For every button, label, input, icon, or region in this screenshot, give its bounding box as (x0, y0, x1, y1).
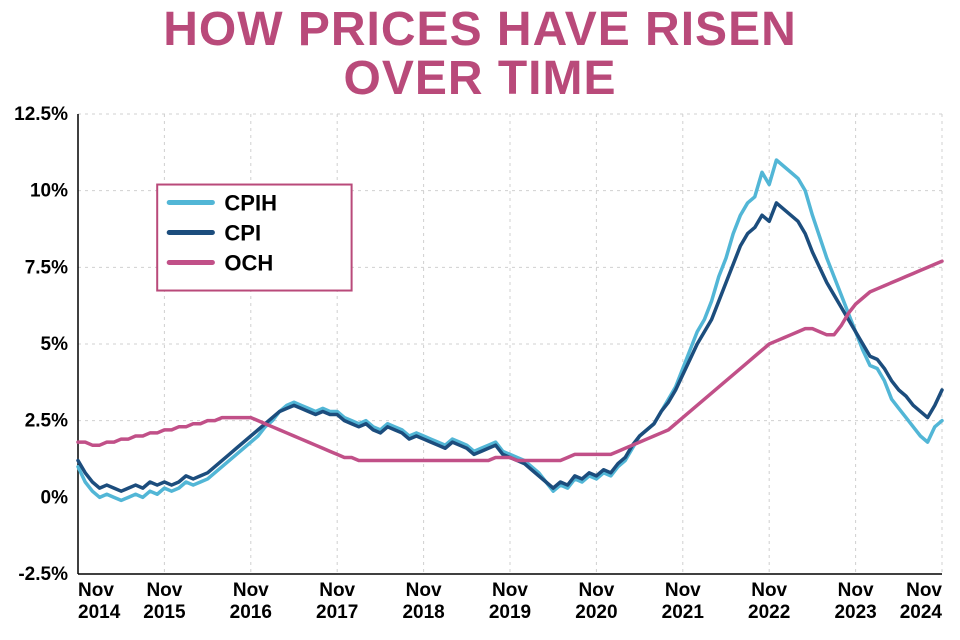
chart-area: -2.5%0%2.5%5%7.5%10%12.5%Nov2014Nov2015N… (0, 104, 960, 634)
svg-text:CPIH: CPIH (224, 190, 277, 215)
svg-text:Nov: Nov (146, 580, 182, 601)
svg-text:0%: 0% (41, 487, 69, 508)
svg-text:2014: 2014 (78, 602, 121, 623)
svg-text:2021: 2021 (662, 602, 705, 623)
svg-text:Nov: Nov (665, 580, 701, 601)
svg-text:2022: 2022 (748, 602, 790, 623)
svg-text:2023: 2023 (834, 602, 876, 623)
line-chart: -2.5%0%2.5%5%7.5%10%12.5%Nov2014Nov2015N… (0, 104, 960, 629)
chart-title: HOW PRICES HAVE RISEN OVER TIME (0, 0, 960, 104)
svg-text:Nov: Nov (78, 580, 114, 601)
svg-text:Nov: Nov (233, 580, 269, 601)
svg-text:CPI: CPI (224, 220, 261, 245)
svg-text:2024: 2024 (900, 602, 943, 623)
svg-text:2017: 2017 (316, 602, 358, 623)
svg-text:Nov: Nov (578, 580, 614, 601)
svg-text:Nov: Nov (838, 580, 874, 601)
svg-text:2018: 2018 (402, 602, 444, 623)
svg-text:5%: 5% (41, 334, 69, 355)
svg-text:2016: 2016 (230, 602, 272, 623)
svg-text:2015: 2015 (143, 602, 186, 623)
svg-text:OCH: OCH (224, 250, 273, 275)
svg-text:Nov: Nov (319, 580, 355, 601)
svg-text:2020: 2020 (575, 602, 617, 623)
svg-text:2019: 2019 (489, 602, 531, 623)
svg-text:-2.5%: -2.5% (18, 564, 68, 585)
svg-text:12.5%: 12.5% (14, 104, 68, 125)
title-line2: OVER TIME (0, 55, 960, 104)
svg-text:Nov: Nov (751, 580, 787, 601)
title-line1: HOW PRICES HAVE RISEN (0, 6, 960, 55)
svg-text:Nov: Nov (406, 580, 442, 601)
svg-text:10%: 10% (30, 181, 68, 202)
svg-text:Nov: Nov (492, 580, 528, 601)
svg-text:2.5%: 2.5% (25, 411, 68, 432)
svg-text:Nov: Nov (906, 580, 942, 601)
svg-text:7.5%: 7.5% (25, 257, 68, 278)
